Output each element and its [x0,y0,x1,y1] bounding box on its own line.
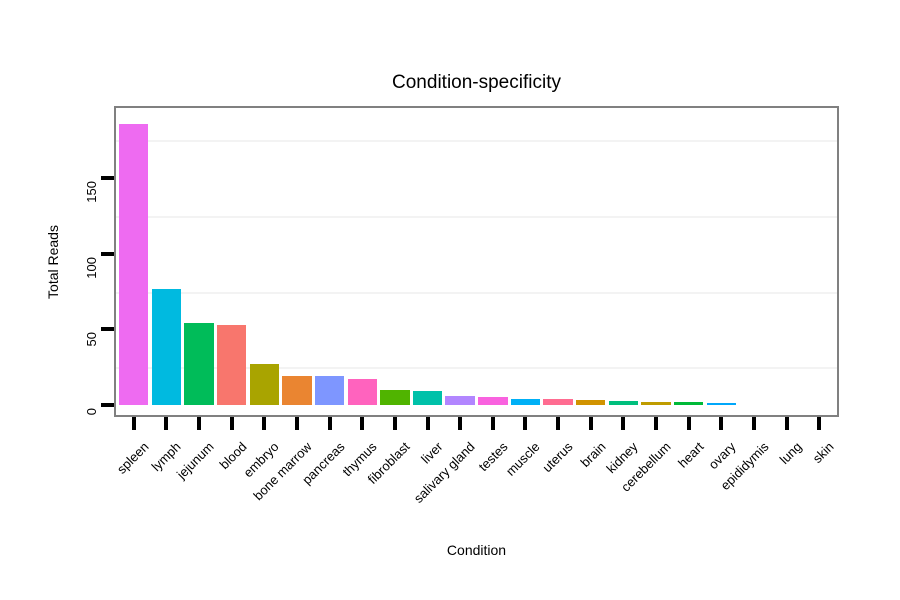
bar-salivary-gland [445,395,475,405]
x-axis-tick [458,417,463,430]
bar-muscle [510,398,541,405]
minor-gridline [116,216,837,218]
x-axis-tick [425,417,430,430]
minor-gridline [116,291,837,294]
bar-kidney [608,401,639,405]
bar-bone-marrow [282,376,312,405]
bar-pancreas [314,376,345,405]
x-tick-label-spleen: spleen [113,439,152,477]
x-axis-tick [588,417,593,430]
bar-heart [674,401,704,405]
x-axis-tick [817,417,822,430]
x-tick-label-uterus: uterus [539,439,576,476]
x-axis-tick [229,417,234,430]
x-axis-tick [523,417,528,430]
y-tick-label: 50 [84,332,99,347]
x-axis-tick [784,417,789,430]
y-tick-label: 150 [84,181,99,203]
x-axis-tick [719,417,724,430]
x-tick-label-liver: liver [417,439,446,467]
bar-blood [216,324,247,405]
y-axis-tick [101,327,114,332]
x-axis-tick [490,417,495,430]
x-axis-tick [556,417,561,430]
bar-spleen [118,123,149,405]
x-axis-tick [752,417,757,430]
x-axis-tick [294,417,299,430]
bar-brain [576,400,606,405]
x-axis-tick [262,417,267,430]
x-axis-tick [392,417,397,430]
bar-uterus [543,398,573,405]
minor-gridline [116,367,837,370]
y-axis-tick [101,176,114,181]
x-axis-tick [621,417,626,430]
minor-gridline [116,140,837,143]
bar-testes [478,397,508,405]
bar-cerebellum [641,401,671,405]
y-tick-label: 100 [84,256,99,279]
x-axis-tick [327,417,332,430]
x-axis-tick [686,417,691,430]
y-axis-title: Total Reads [45,225,61,299]
bar-jejunum [184,323,214,405]
bar-liver [412,391,443,405]
x-axis-tick [164,417,169,430]
y-axis-tick [101,403,114,407]
bar-fibroblast [380,389,410,405]
x-axis-tick [654,417,659,430]
x-tick-label-muscle: muscle [503,439,544,479]
bar-ovary [706,402,737,405]
x-tick-label-lung: lung [776,439,805,467]
x-tick-label-skin: skin [810,439,837,466]
bar-thymus [347,379,377,405]
x-axis-tick [131,417,136,430]
plot-panel [114,106,839,417]
bar-embryo [249,364,279,405]
y-axis-tick [101,251,114,256]
x-axis-title: Condition [446,542,507,558]
x-tick-label-heart: heart [674,439,707,471]
chart-title: Condition-specificity [392,72,561,93]
y-tick-label: 0 [84,408,99,416]
x-axis-tick [360,417,365,430]
x-axis-tick [196,417,201,430]
bar-lymph [151,288,181,405]
